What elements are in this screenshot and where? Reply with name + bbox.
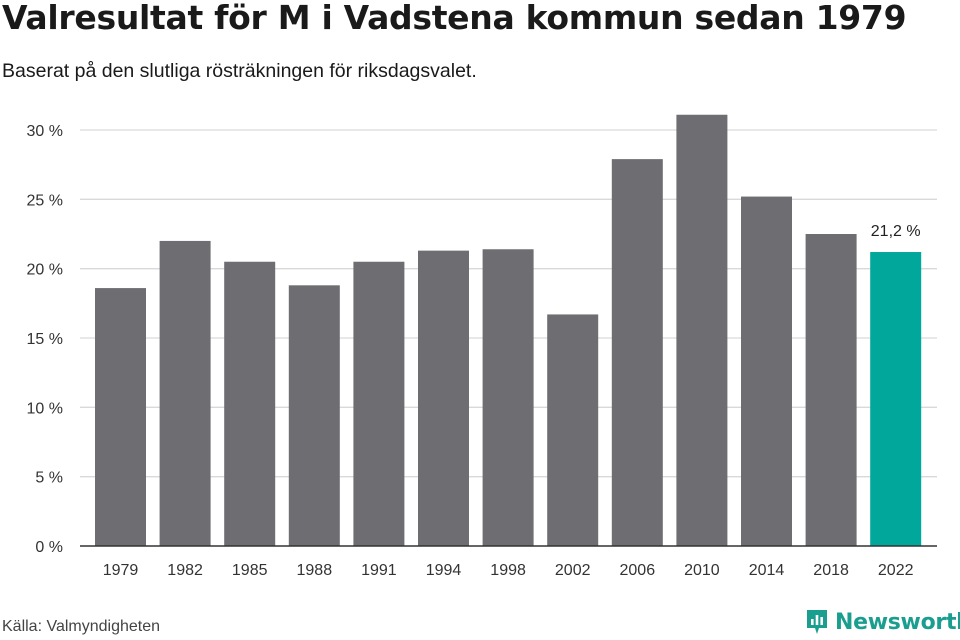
x-tick-label: 1994 bbox=[426, 562, 462, 579]
source-note: Källa: Valmyndigheten bbox=[2, 618, 161, 635]
y-tick-label: 15 % bbox=[27, 331, 63, 348]
x-tick-label: 2022 bbox=[878, 562, 914, 579]
x-tick-label: 2010 bbox=[684, 562, 720, 579]
y-tick-label: 25 % bbox=[27, 192, 63, 209]
bar-2002 bbox=[547, 314, 599, 546]
bar-chart: 0 % 5 % 10 % 15 % 20 % 25 % 30 % 1979 1982 1985 19… bbox=[27, 114, 937, 579]
y-tick-label: 0 % bbox=[35, 539, 63, 556]
bar-1982 bbox=[159, 240, 211, 546]
chart-title: Valresultat för M i Vadstena kommun seda… bbox=[2, 0, 907, 37]
data-label: 21,2 % bbox=[871, 223, 921, 240]
x-tick-label: 1979 bbox=[103, 562, 139, 579]
newsworthy-bar-logo-icon bbox=[807, 610, 827, 634]
bar-1991 bbox=[353, 261, 405, 546]
bar-2022 bbox=[870, 252, 922, 546]
x-tick-label: 1991 bbox=[361, 562, 397, 579]
x-tick-label: 2014 bbox=[749, 562, 785, 579]
bar-1988 bbox=[288, 285, 340, 546]
bar-1998 bbox=[482, 249, 534, 546]
x-tick-label: 2006 bbox=[620, 562, 656, 579]
brand: Newsworthy bbox=[805, 608, 960, 636]
y-tick-label: 10 % bbox=[27, 400, 63, 417]
y-tick-label: 30 % bbox=[27, 123, 63, 140]
bar-2018 bbox=[805, 234, 857, 546]
brand-name: Newsworthy bbox=[835, 609, 960, 635]
x-tick-label: 1982 bbox=[167, 562, 203, 579]
y-tick-label: 20 % bbox=[27, 262, 63, 279]
y-tick-label: 5 % bbox=[35, 470, 63, 487]
bar-2010 bbox=[676, 114, 728, 546]
bar-1985 bbox=[224, 261, 276, 546]
x-tick-label: 1998 bbox=[490, 562, 526, 579]
bar-1994 bbox=[418, 250, 469, 546]
chart-subtitle: Baserat på den slutliga rösträkningen fö… bbox=[2, 60, 477, 82]
bar-2014 bbox=[741, 196, 792, 546]
x-tick-label: 1988 bbox=[297, 562, 333, 579]
bar-2006 bbox=[611, 159, 663, 546]
bar-1979 bbox=[95, 288, 146, 546]
x-tick-label: 1985 bbox=[232, 562, 268, 579]
x-tick-label: 2018 bbox=[813, 562, 849, 579]
x-tick-label: 2002 bbox=[555, 562, 591, 579]
